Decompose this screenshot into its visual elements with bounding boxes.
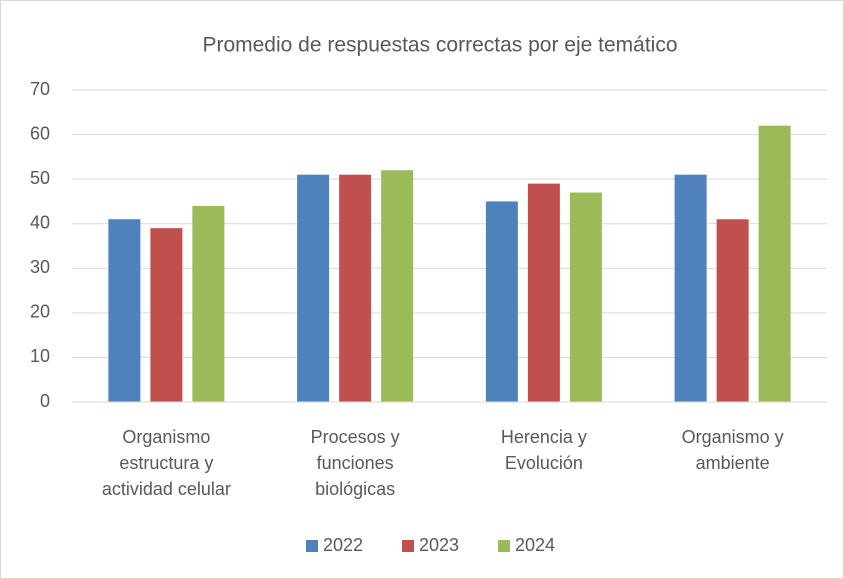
y-tick-label: 30 bbox=[30, 257, 50, 277]
legend-swatch bbox=[498, 540, 510, 552]
x-tick-label: Organismo estructura y actividad celular bbox=[102, 427, 231, 499]
x-tick-label: Herencia y Evolución bbox=[501, 427, 587, 473]
legend-label: 2023 bbox=[419, 535, 459, 555]
bar bbox=[569, 192, 602, 402]
bar bbox=[108, 219, 141, 402]
y-tick-label: 40 bbox=[30, 212, 50, 232]
bar bbox=[674, 174, 707, 402]
x-tick-label: Procesos y funciones biológicas bbox=[311, 427, 400, 499]
y-tick-label: 0 bbox=[40, 391, 50, 411]
legend-label: 2022 bbox=[323, 535, 363, 555]
chart-title: Promedio de respuestas correctas por eje… bbox=[202, 34, 677, 57]
bar bbox=[192, 205, 225, 402]
bar bbox=[527, 183, 560, 402]
bar bbox=[758, 125, 791, 403]
bar bbox=[297, 174, 330, 402]
bar bbox=[716, 219, 749, 402]
y-tick-label: 50 bbox=[30, 168, 50, 188]
bar bbox=[339, 174, 372, 402]
legend-swatch bbox=[402, 540, 414, 552]
y-tick-label: 70 bbox=[30, 79, 50, 99]
bar bbox=[485, 201, 518, 402]
bar bbox=[150, 228, 183, 402]
legend-label: 2024 bbox=[515, 535, 555, 555]
bar bbox=[381, 170, 414, 402]
x-tick-label: Organismo y ambiente bbox=[682, 427, 784, 473]
y-tick-label: 10 bbox=[30, 346, 50, 366]
legend-swatch bbox=[306, 540, 318, 552]
y-tick-label: 20 bbox=[30, 302, 50, 322]
y-tick-label: 60 bbox=[30, 123, 50, 143]
